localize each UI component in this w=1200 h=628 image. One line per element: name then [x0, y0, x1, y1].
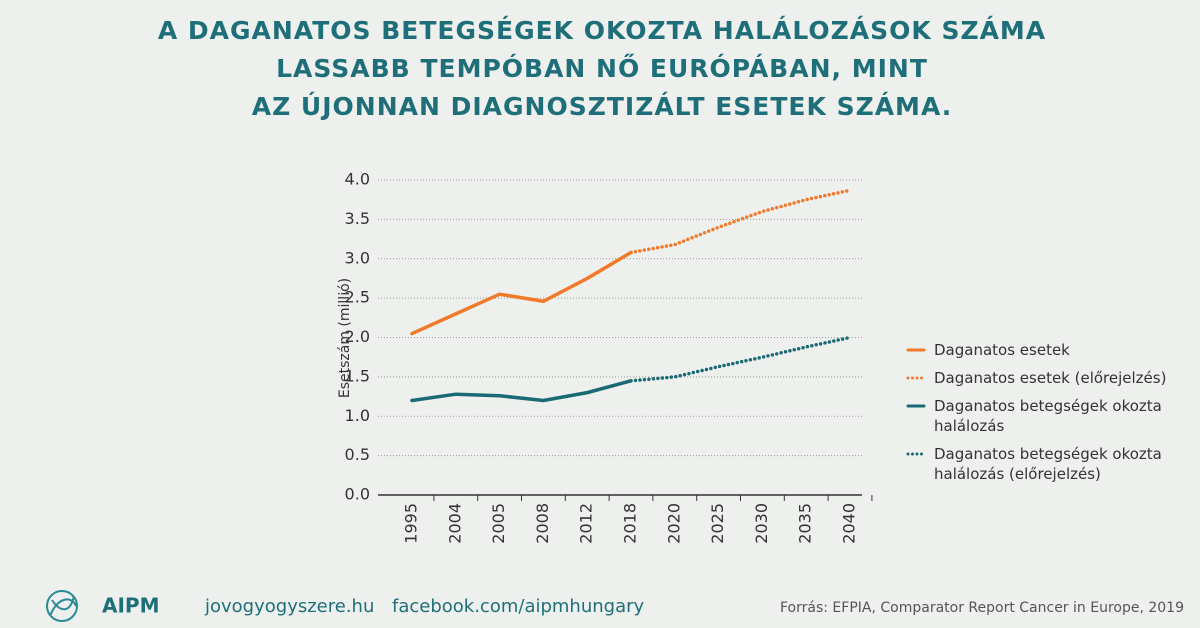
x-tick-label: 1995 [402, 503, 421, 544]
x-tick-label: 2025 [708, 503, 727, 544]
y-tick-label: 2.5 [345, 288, 370, 307]
y-axis-label: Esetszám (millió) [337, 278, 353, 398]
series-line [629, 188, 852, 255]
legend-label: Daganatos esetek (előrejelzés) [934, 369, 1167, 387]
legend-label: Daganatos betegségek okozta halálozás [934, 397, 1162, 435]
title-line: A DAGANATOS BETEGSÉGEK OKOZTA HALÁLOZÁSO… [158, 16, 1046, 45]
x-tick-label: 2012 [577, 503, 596, 544]
legend-item: Daganatos betegségek okozta halálozás (e… [906, 444, 1186, 484]
y-tick-label: 2.0 [345, 327, 370, 346]
website[interactable]: jovogyogyszere.hu [204, 596, 374, 617]
y-tick-label: 0.0 [345, 485, 370, 504]
title-line: LASSABB TEMPÓBAN NŐ EURÓPÁBAN, MINT [276, 53, 928, 83]
facebook-link[interactable]: facebook.com/aipmhungary [392, 596, 645, 617]
x-tick-label: 2020 [664, 503, 683, 544]
legend-label: Daganatos esetek [934, 341, 1070, 359]
series-line [629, 335, 852, 383]
y-tick-label: 3.5 [345, 209, 370, 228]
legend-item: Daganatos esetek (előrejelzés) [906, 368, 1186, 388]
source: Forrás: EFPIA, Comparator Report Cancer … [780, 600, 1184, 616]
y-tick-label: 3.0 [345, 248, 370, 267]
x-tick-label: 2040 [840, 503, 859, 544]
title-line: AZ ÚJONNAN DIAGNOSZTIZÁLT ESETEK SZÁMA. [252, 91, 953, 121]
y-tick-label: 0.5 [345, 445, 370, 464]
x-tick-label: 2018 [621, 503, 640, 544]
series-line [410, 250, 633, 336]
x-tick-label: 2008 [533, 503, 552, 544]
legend-swatch [906, 452, 926, 456]
legend-item: Daganatos betegségek okozta halálozás [906, 396, 1186, 436]
legend-swatch [906, 348, 926, 352]
x-tick-label: 2035 [796, 503, 815, 544]
logo-icon [46, 590, 78, 622]
x-tick-label: 2005 [489, 503, 508, 544]
x-tick-label: 2030 [752, 503, 771, 544]
y-tick-label: 1.5 [345, 366, 370, 385]
legend-swatch [906, 404, 926, 408]
legend-swatch [906, 376, 926, 380]
legend: Daganatos esetek Daganatos esetek (előrej… [906, 340, 1186, 492]
legend-item: Daganatos esetek [906, 340, 1186, 360]
series-line [410, 379, 633, 403]
logo-text: AIPM [102, 594, 159, 618]
y-tick-label: 4.0 [345, 170, 370, 189]
x-tick-label: 2004 [445, 503, 464, 544]
legend-label: Daganatos betegségek okozta halálozás (e… [934, 445, 1162, 483]
y-tick-label: 1.0 [345, 406, 370, 425]
